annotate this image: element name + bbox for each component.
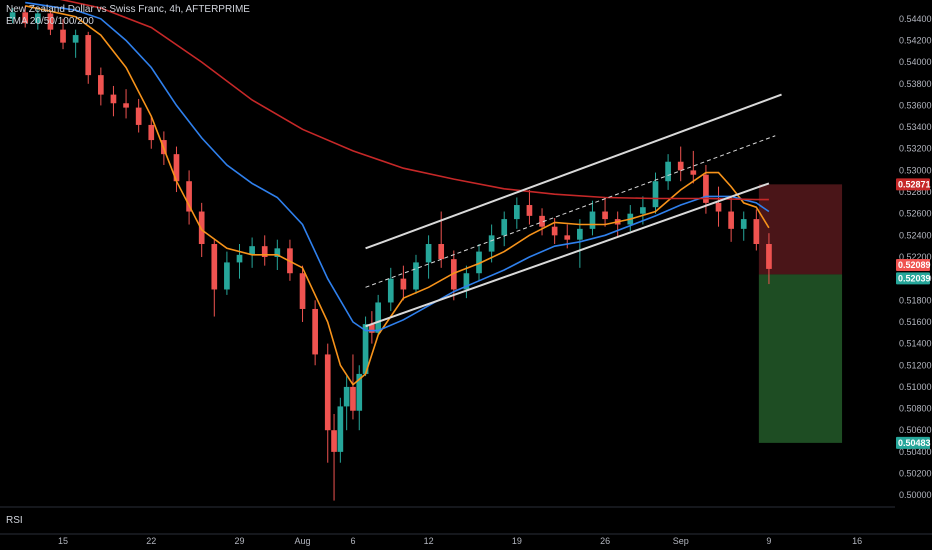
candle-body — [438, 244, 444, 259]
candle-body — [754, 219, 760, 244]
candle-body — [413, 262, 419, 289]
y-tick-label: 0.51400 — [899, 339, 932, 349]
candle-body — [426, 244, 432, 262]
candle-body — [331, 430, 337, 452]
y-tick-label: 0.53000 — [899, 165, 932, 175]
candle-body — [338, 406, 344, 451]
candle-body — [211, 244, 217, 289]
price-badge-label: 0.50483 — [898, 438, 931, 448]
candle-body — [350, 387, 356, 411]
candle-body — [98, 75, 104, 94]
candle-body — [224, 262, 230, 289]
take-profit-zone — [759, 274, 842, 442]
y-tick-label: 0.52600 — [899, 209, 932, 219]
candle-body — [136, 108, 142, 125]
candle-body — [489, 235, 495, 251]
x-tick-label: 6 — [350, 536, 355, 546]
candle-body — [678, 162, 684, 171]
candle-body — [401, 279, 407, 290]
candle-body — [312, 309, 318, 354]
price-badge-label: 0.52871 — [898, 179, 931, 189]
y-tick-label: 0.51800 — [899, 295, 932, 305]
price-badge-label: 0.52089 — [898, 260, 931, 270]
x-tick-label: 22 — [146, 536, 156, 546]
y-tick-label: 0.53600 — [899, 100, 932, 110]
candle-body — [653, 181, 659, 207]
candle-body — [766, 244, 772, 269]
candle-body — [344, 387, 350, 406]
y-tick-label: 0.50000 — [899, 490, 932, 500]
x-tick-label: 16 — [852, 536, 862, 546]
candle-body — [85, 35, 91, 75]
x-tick-label: Aug — [295, 536, 311, 546]
candle-body — [602, 212, 608, 220]
x-tick-label: 29 — [234, 536, 244, 546]
y-tick-label: 0.51000 — [899, 382, 932, 392]
x-tick-label: Sep — [673, 536, 689, 546]
candle-body — [552, 227, 558, 236]
candle-body — [527, 205, 533, 216]
candle-body — [325, 354, 331, 430]
candle-body — [577, 229, 583, 240]
candle-body — [716, 203, 722, 212]
y-tick-label: 0.53200 — [899, 144, 932, 154]
candle-body — [690, 170, 696, 174]
x-tick-label: 9 — [766, 536, 771, 546]
y-tick-label: 0.51600 — [899, 317, 932, 327]
candle-body — [741, 219, 747, 229]
price-badge-label: 0.52039 — [898, 273, 931, 283]
candle-body — [590, 212, 596, 229]
x-tick-label: 19 — [512, 536, 522, 546]
candle-body — [564, 235, 570, 239]
candle-body — [300, 273, 306, 309]
candle-body — [501, 219, 507, 235]
y-tick-label: 0.53800 — [899, 79, 932, 89]
y-tick-label: 0.52400 — [899, 230, 932, 240]
y-tick-label: 0.50600 — [899, 425, 932, 435]
candle-body — [640, 207, 646, 213]
y-tick-label: 0.50800 — [899, 404, 932, 414]
candle-body — [388, 279, 394, 303]
candle-body — [123, 103, 129, 107]
y-tick-label: 0.50200 — [899, 469, 932, 479]
candle-body — [665, 162, 671, 181]
chart-legend: New Zealand Dollar vs Swiss Franc, 4h, A… — [6, 4, 250, 28]
candle-body — [60, 30, 66, 43]
candle-body — [111, 95, 117, 104]
candle-body — [375, 302, 381, 332]
candle-body — [514, 205, 520, 219]
y-tick-label: 0.54400 — [899, 14, 932, 24]
candle-body — [148, 125, 154, 140]
y-tick-label: 0.54000 — [899, 57, 932, 67]
position-zones — [759, 184, 842, 443]
symbol-title[interactable]: New Zealand Dollar vs Swiss Franc, 4h, A… — [6, 4, 250, 16]
x-tick-label: 26 — [600, 536, 610, 546]
indicator-label[interactable]: EMA 20/50/100/200 — [6, 16, 250, 28]
x-tick-label: 15 — [58, 536, 68, 546]
candle-body — [237, 255, 243, 263]
y-tick-label: 0.51200 — [899, 360, 932, 370]
y-tick-label: 0.54200 — [899, 35, 932, 45]
x-tick-label: 12 — [424, 536, 434, 546]
y-tick-label: 0.53400 — [899, 122, 932, 132]
candle-body — [73, 35, 79, 43]
rsi-pane-label[interactable]: RSI — [6, 515, 23, 526]
candle-body — [728, 212, 734, 229]
